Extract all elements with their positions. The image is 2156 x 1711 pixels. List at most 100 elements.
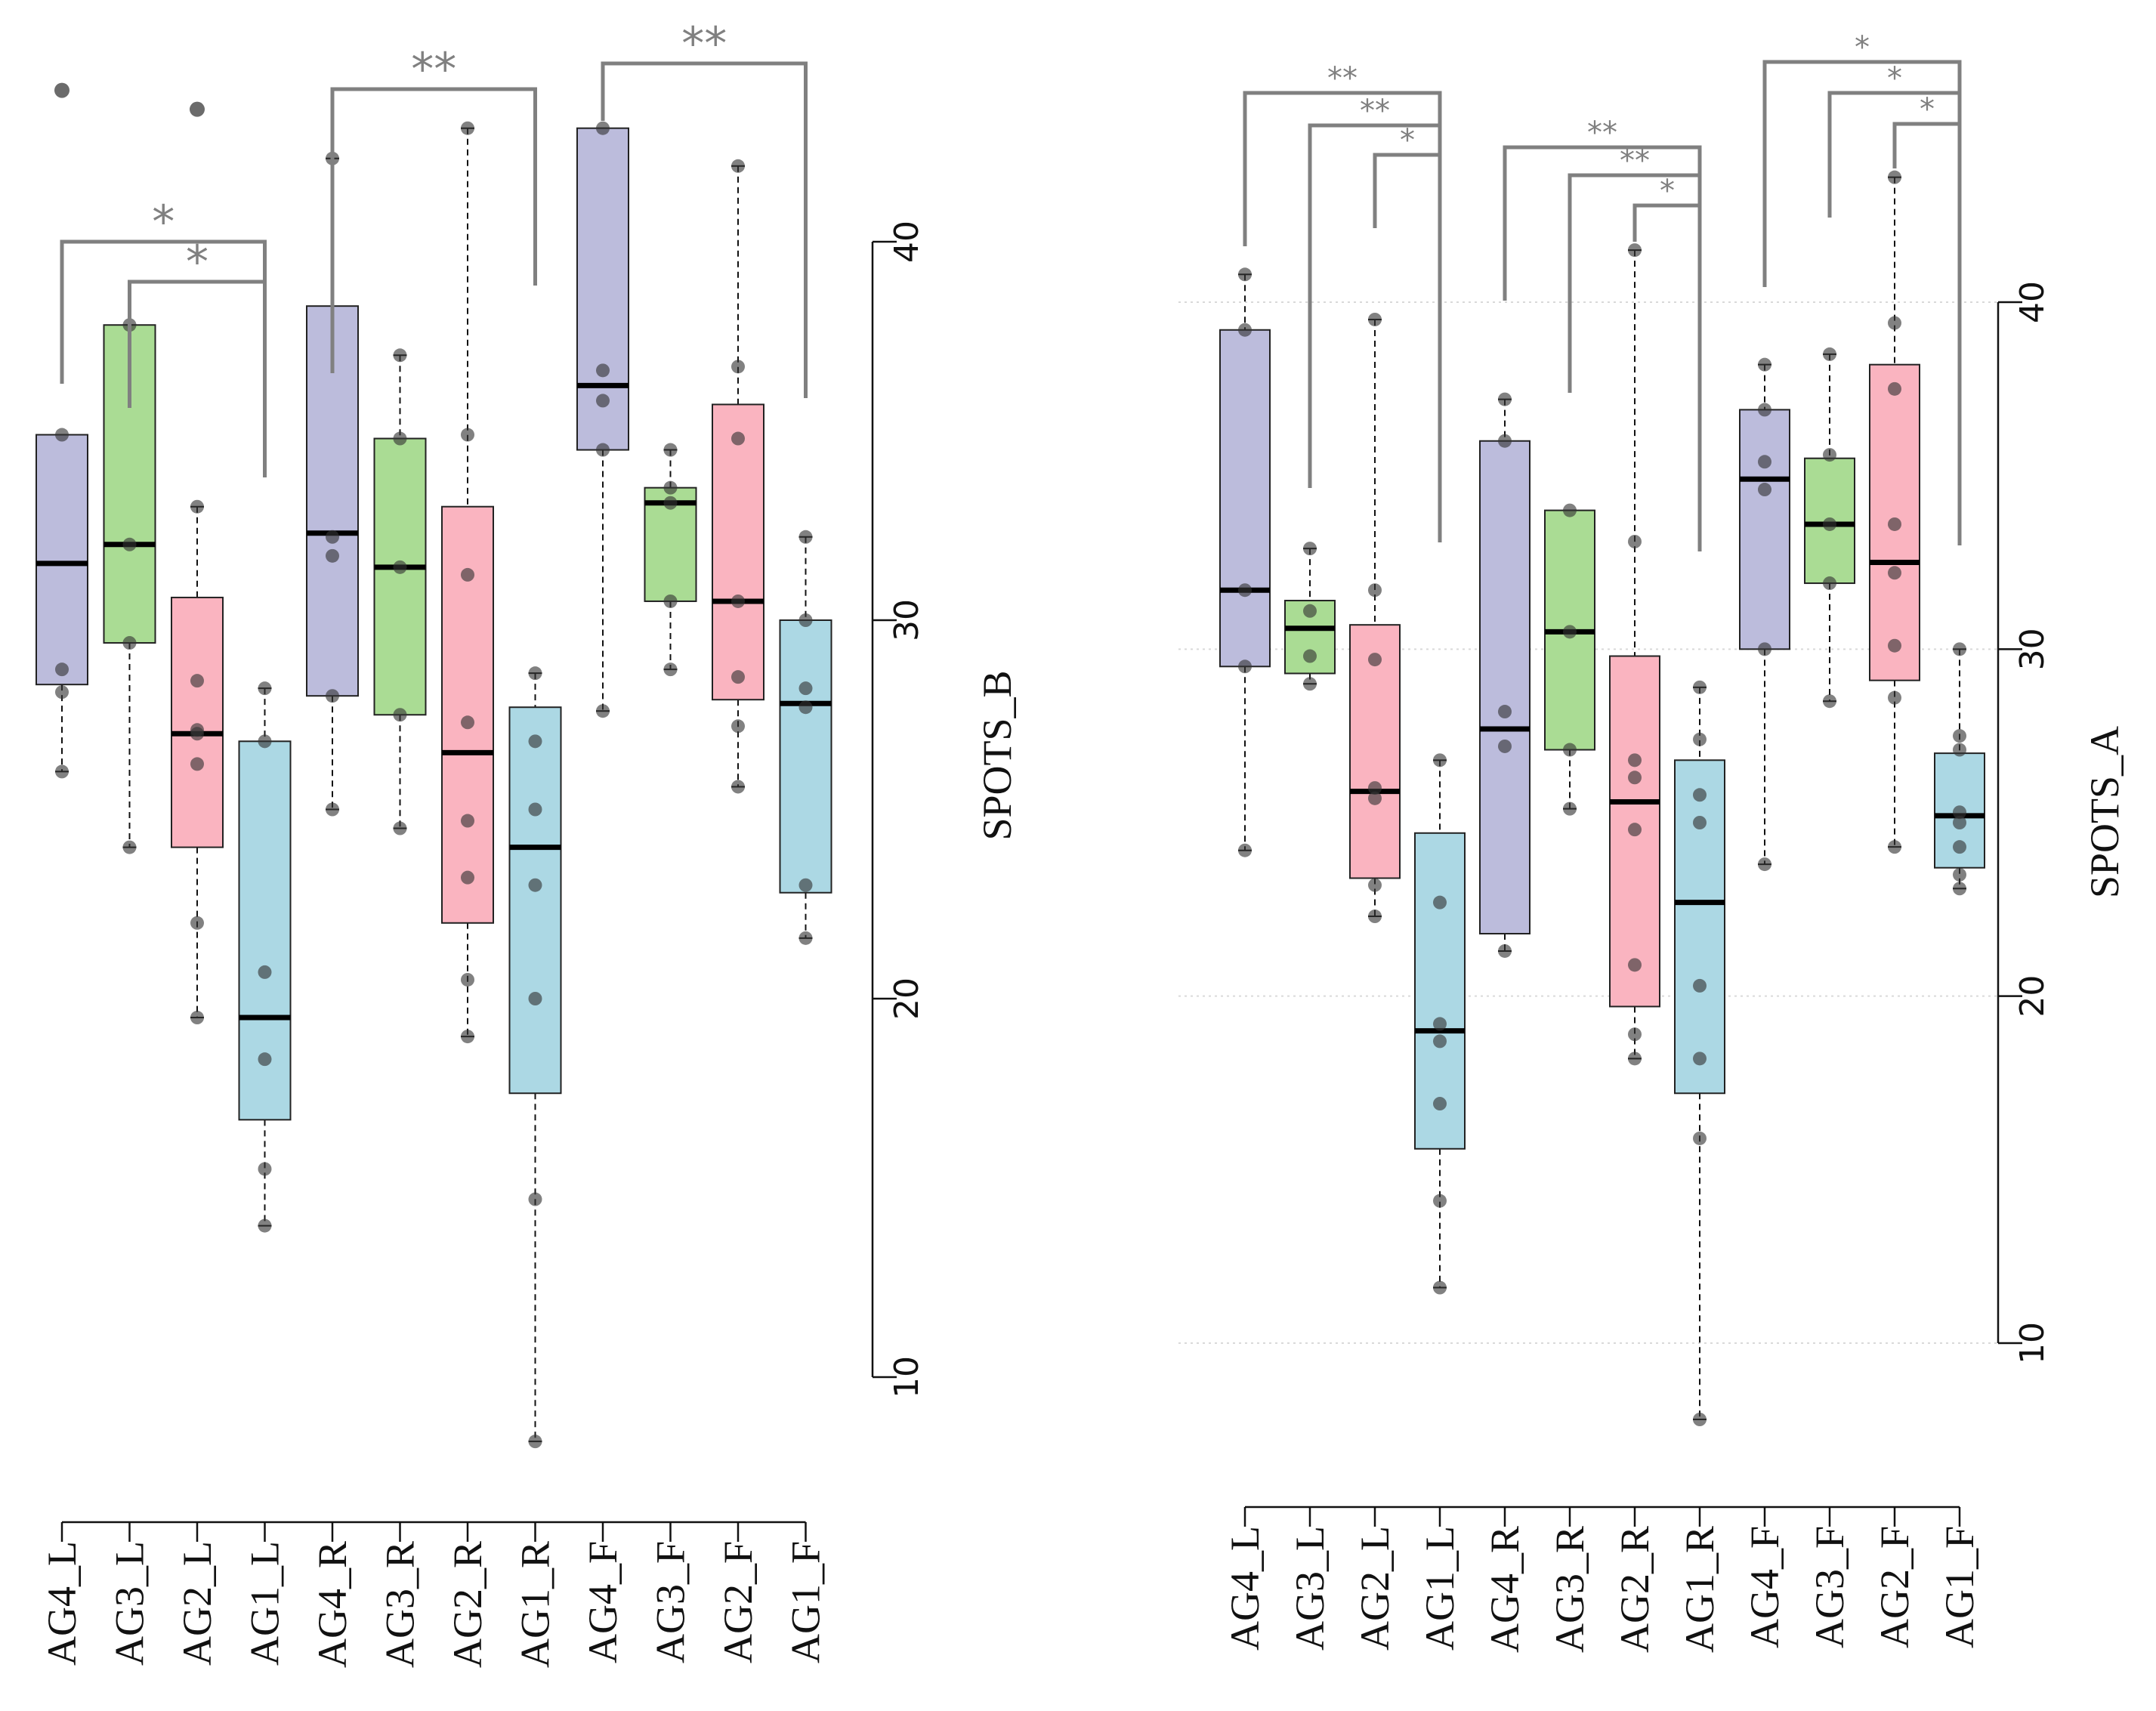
data-point (190, 499, 204, 514)
data-point (1953, 743, 1966, 757)
data-point (1888, 517, 1901, 531)
box-ag3-r (1544, 503, 1595, 816)
data-point (528, 1435, 542, 1449)
category-label: AG3_L (1287, 1526, 1333, 1651)
data-point (1758, 483, 1771, 497)
data-point (1433, 895, 1447, 910)
box-ag3-f (1804, 347, 1855, 709)
data-point (731, 159, 745, 173)
data-point (1888, 170, 1901, 184)
data-point (1368, 878, 1382, 892)
data-point (1368, 653, 1382, 667)
significance-label: ** (411, 43, 456, 96)
data-point (461, 567, 474, 582)
box-body (1414, 832, 1466, 1150)
data-point (122, 636, 137, 650)
data-point (798, 530, 813, 544)
box-ag4-r (1479, 392, 1531, 958)
data-point (596, 443, 610, 457)
data-point (663, 496, 678, 510)
box-body (712, 403, 764, 701)
box-body (373, 437, 427, 716)
box-ag2-f (1869, 170, 1920, 854)
data-point (1888, 566, 1901, 580)
data-point (663, 662, 678, 677)
significance-label: ** (1327, 61, 1358, 96)
data-point (663, 480, 678, 495)
data-point (798, 700, 813, 715)
data-point (1693, 816, 1707, 829)
data-point (1628, 771, 1642, 785)
data-point (326, 689, 339, 703)
box-body (36, 434, 88, 686)
data-point (1498, 739, 1512, 753)
box-ag4-f (576, 121, 629, 718)
box-body (644, 486, 697, 602)
data-point (461, 715, 474, 730)
data-point (1368, 583, 1382, 598)
box-ag2-r (1609, 243, 1660, 1066)
category-label: AG1_L (242, 1541, 288, 1666)
data-point (258, 681, 272, 696)
box-ag2-r (441, 121, 494, 1044)
data-point (1563, 801, 1577, 816)
data-point (1433, 1194, 1447, 1208)
data-point (1758, 357, 1771, 372)
data-point (258, 1162, 272, 1176)
data-point (798, 878, 813, 892)
data-point (1758, 403, 1771, 417)
y-tick-label: 10 (2013, 1322, 2052, 1364)
box-ag4-l (1219, 267, 1271, 857)
category-label: AG1_F (1937, 1526, 1982, 1648)
data-point (122, 840, 137, 854)
data-point (326, 802, 339, 817)
data-point (393, 821, 407, 835)
data-point (1888, 381, 1901, 396)
significance-bracket (128, 280, 267, 477)
box-body (1219, 329, 1271, 668)
data-point (190, 674, 204, 688)
data-point (528, 878, 542, 892)
category-label: AG3_F (648, 1541, 693, 1663)
data-point (190, 1011, 204, 1025)
data-point (1563, 625, 1577, 639)
significance-label: * (1660, 174, 1675, 208)
data-point (596, 704, 610, 718)
box-ag2-f (712, 159, 764, 794)
y-tick-label: 20 (888, 977, 926, 1020)
box-ag3-l (103, 318, 156, 854)
data-point (798, 681, 813, 696)
data-point (461, 428, 474, 442)
data-point (1953, 816, 1966, 829)
data-point (1628, 753, 1642, 767)
significance-label: ** (1587, 116, 1617, 150)
data-point (1953, 867, 1966, 882)
data-point (1823, 448, 1836, 462)
data-point (731, 431, 745, 446)
data-point (528, 992, 542, 1005)
box-ag1-l (238, 681, 292, 1233)
box-ag1-f (1934, 642, 1985, 896)
data-point (798, 613, 813, 627)
data-point (1758, 455, 1771, 469)
data-point (1433, 1097, 1447, 1111)
data-point (55, 428, 69, 442)
data-point (1693, 1052, 1707, 1066)
data-point (258, 1218, 272, 1233)
data-point (55, 685, 69, 700)
data-point (1693, 788, 1707, 802)
significance-label: ** (681, 17, 727, 70)
box-ag3-r (373, 348, 427, 835)
data-point (1953, 729, 1966, 743)
box-ag1-f (779, 530, 832, 945)
data-point (258, 734, 272, 749)
data-point (461, 1030, 474, 1044)
data-point (1238, 843, 1252, 857)
data-point (1238, 659, 1252, 674)
data-point (663, 594, 678, 608)
data-point (528, 1192, 542, 1206)
significance-bracket (1373, 153, 1442, 542)
data-point (1823, 694, 1836, 709)
data-point (393, 348, 407, 363)
